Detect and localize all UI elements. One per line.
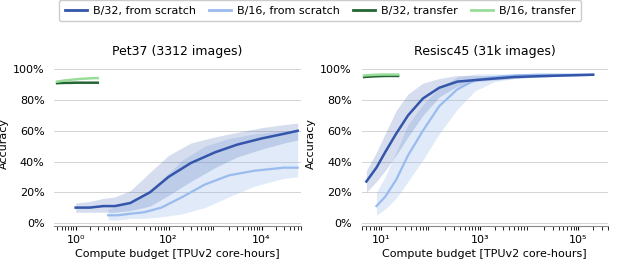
Title: Pet37 (3312 images): Pet37 (3312 images) bbox=[113, 45, 243, 58]
Y-axis label: Accuracy: Accuracy bbox=[306, 118, 316, 169]
X-axis label: Compute budget [TPUv2 core-hours]: Compute budget [TPUv2 core-hours] bbox=[76, 249, 280, 259]
Y-axis label: Accuracy: Accuracy bbox=[0, 118, 9, 169]
Title: Resisc45 (31k images): Resisc45 (31k images) bbox=[414, 45, 556, 58]
X-axis label: Compute budget [TPUv2 core-hours]: Compute budget [TPUv2 core-hours] bbox=[383, 249, 587, 259]
Legend: B/32, from scratch, B/16, from scratch, B/32, transfer, B/16, transfer: B/32, from scratch, B/16, from scratch, … bbox=[60, 0, 580, 21]
